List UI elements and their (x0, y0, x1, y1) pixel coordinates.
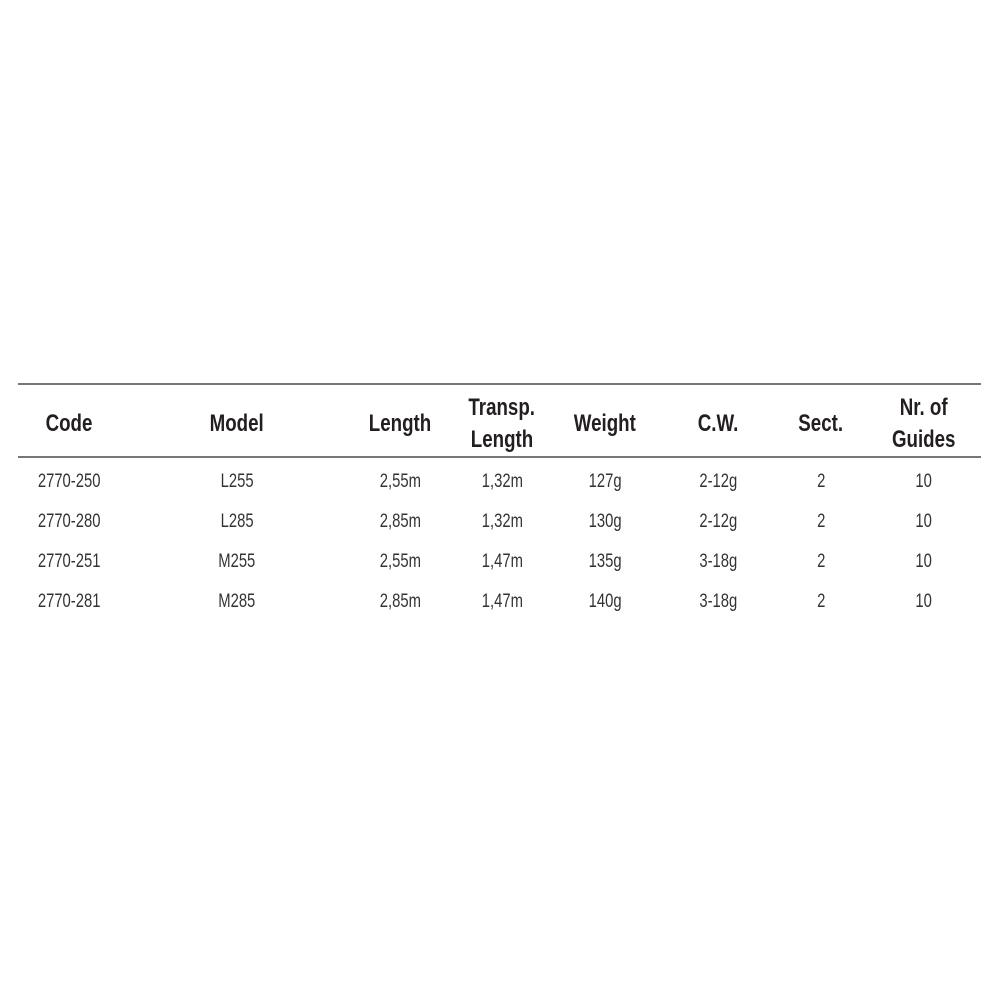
cell-model: L285 (157, 510, 317, 534)
cell-cw: 2-12g (638, 510, 798, 534)
column-header-model: Model (157, 408, 317, 440)
column-header-sections: Sect. (741, 408, 901, 440)
cell-text: 2,55m (379, 471, 421, 492)
cell-guides: 10 (844, 510, 1000, 534)
header-text: Length (368, 410, 432, 437)
column-header-length: Length (320, 408, 480, 440)
header-bottom-rule (18, 456, 981, 458)
cell-text: 135g (588, 551, 622, 572)
cell-code: 2770-251 (0, 550, 149, 574)
cell-text: 2 (816, 511, 826, 532)
cell-weight: 127g (525, 470, 685, 494)
cell-text: 10 (915, 511, 933, 532)
cell-length: 2,85m (320, 510, 480, 534)
cell-text: 10 (915, 471, 933, 492)
cell-text: 2 (816, 551, 826, 572)
header-text: Code (45, 410, 93, 437)
cell-text: 2770-251 (37, 551, 101, 572)
cell-text: 2770-280 (37, 511, 101, 532)
cell-text: 2770-250 (37, 471, 101, 492)
header-text: Guides (892, 426, 956, 453)
header-text: Model (209, 410, 265, 437)
cell-weight: 135g (525, 550, 685, 574)
cell-transp-length: 1,47m (422, 550, 582, 574)
column-header-weight: Weight (525, 408, 685, 440)
cell-text: 1,47m (481, 591, 523, 612)
header-text: C.W. (697, 410, 739, 437)
column-header-code: Code (0, 408, 149, 440)
cell-text: M285 (218, 591, 256, 612)
cell-sections: 2 (741, 590, 901, 614)
cell-text: L285 (220, 511, 254, 532)
cell-weight: 140g (525, 590, 685, 614)
cell-cw: 3-18g (638, 550, 798, 574)
cell-text: 10 (915, 551, 933, 572)
column-header-guides: Nr. of Guides (844, 392, 1000, 456)
cell-length: 2,55m (320, 470, 480, 494)
cell-text: L255 (220, 471, 254, 492)
cell-length: 2,85m (320, 590, 480, 614)
cell-text: 3-18g (699, 551, 737, 572)
cell-text: 2-12g (699, 471, 737, 492)
cell-code: 2770-281 (0, 590, 149, 614)
header-text: Sect. (798, 410, 844, 437)
cell-text: 127g (588, 471, 622, 492)
column-header-cw: C.W. (638, 408, 798, 440)
cell-text: 1,32m (481, 511, 523, 532)
cell-transp-length: 1,32m (422, 470, 582, 494)
cell-length: 2,55m (320, 550, 480, 574)
cell-code: 2770-280 (0, 510, 149, 534)
cell-text: 2 (816, 471, 826, 492)
cell-guides: 10 (844, 590, 1000, 614)
cell-text: 2,85m (379, 511, 421, 532)
cell-model: M285 (157, 590, 317, 614)
cell-text: 2,55m (379, 551, 421, 572)
column-header-transp-length: Transp. Length (422, 392, 582, 456)
cell-model: L255 (157, 470, 317, 494)
cell-guides: 10 (844, 550, 1000, 574)
cell-text: 2,85m (379, 591, 421, 612)
cell-text: 2770-281 (37, 591, 101, 612)
cell-text: M255 (218, 551, 256, 572)
header-text: Length (470, 426, 534, 453)
cell-cw: 2-12g (638, 470, 798, 494)
cell-sections: 2 (741, 510, 901, 534)
cell-weight: 130g (525, 510, 685, 534)
header-text: Nr. of (900, 394, 948, 421)
cell-transp-length: 1,47m (422, 590, 582, 614)
cell-guides: 10 (844, 470, 1000, 494)
cell-text: 3-18g (699, 591, 737, 612)
cell-model: M255 (157, 550, 317, 574)
cell-text: 1,32m (481, 471, 523, 492)
cell-text: 2 (816, 591, 826, 612)
cell-cw: 3-18g (638, 590, 798, 614)
header-text: Weight (573, 410, 637, 437)
header-top-rule (18, 383, 981, 385)
cell-sections: 2 (741, 470, 901, 494)
cell-text: 2-12g (699, 511, 737, 532)
cell-transp-length: 1,32m (422, 510, 582, 534)
cell-sections: 2 (741, 550, 901, 574)
cell-text: 140g (588, 591, 622, 612)
header-text: Transp. (468, 394, 536, 421)
cell-code: 2770-250 (0, 470, 149, 494)
cell-text: 1,47m (481, 551, 523, 572)
cell-text: 130g (588, 511, 622, 532)
cell-text: 10 (915, 591, 933, 612)
